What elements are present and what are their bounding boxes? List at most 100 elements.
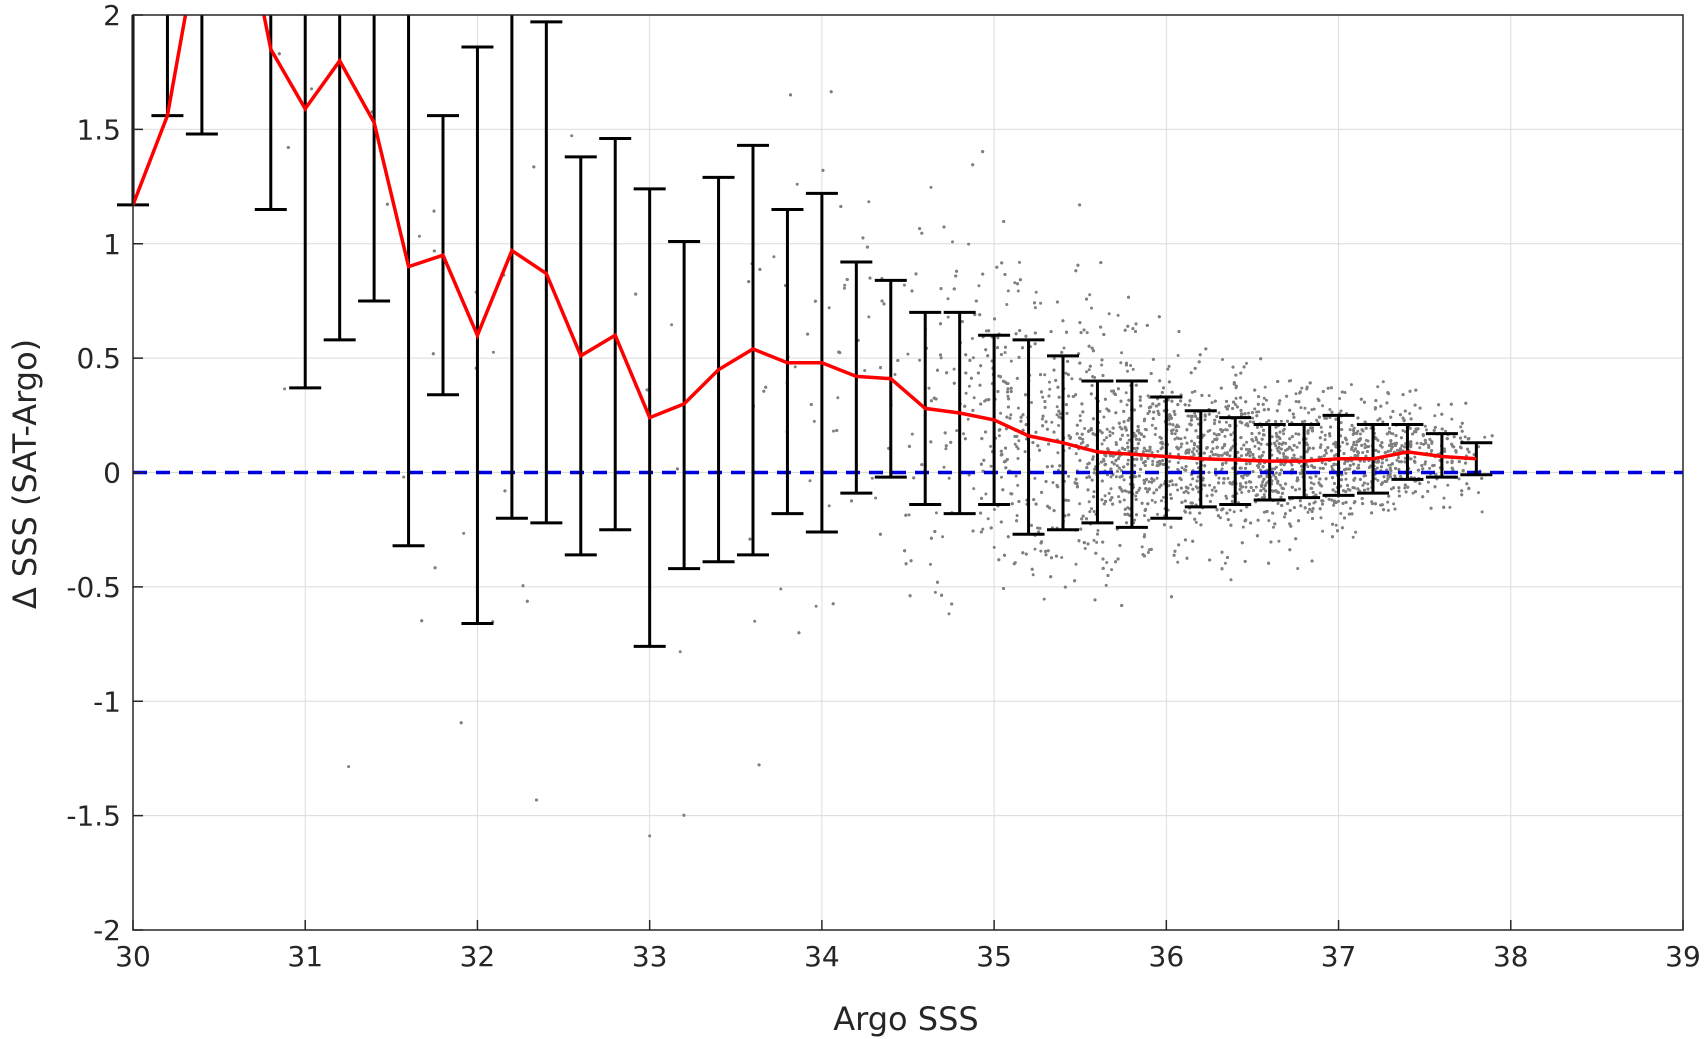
scatter-point bbox=[1392, 486, 1395, 490]
scatter-point bbox=[1004, 345, 1007, 349]
scatter-point bbox=[1117, 495, 1121, 499]
scatter-point bbox=[1413, 430, 1416, 434]
scatter-point bbox=[1171, 423, 1175, 427]
scatter-point bbox=[1040, 490, 1044, 494]
scatter-point bbox=[1017, 500, 1021, 503]
scatter-point bbox=[1403, 483, 1407, 487]
scatter-point bbox=[1068, 446, 1072, 450]
scatter-point bbox=[1168, 460, 1172, 463]
scatter-point bbox=[1016, 457, 1020, 460]
scatter-point bbox=[939, 356, 943, 360]
scatter-point bbox=[1328, 432, 1332, 436]
scatter-point bbox=[1224, 405, 1228, 409]
scatter-point bbox=[1377, 450, 1381, 454]
scatter-point bbox=[1399, 460, 1403, 464]
scatter-point bbox=[1184, 489, 1188, 493]
scatter-point bbox=[1317, 455, 1321, 459]
scatter-point bbox=[1184, 485, 1188, 489]
scatter-point bbox=[1109, 487, 1113, 491]
scatter-point bbox=[1421, 467, 1425, 471]
scatter-point bbox=[1024, 334, 1028, 338]
scatter-point bbox=[904, 562, 908, 566]
scatter-point bbox=[1240, 541, 1244, 545]
scatter-point bbox=[1039, 301, 1043, 305]
scatter-point bbox=[1355, 432, 1359, 436]
scatter-point bbox=[1110, 568, 1114, 572]
scatter-point bbox=[809, 403, 813, 406]
scatter-point bbox=[933, 590, 937, 594]
scatter-point bbox=[1232, 510, 1236, 514]
scatter-point bbox=[1262, 433, 1265, 437]
scatter-point bbox=[1361, 483, 1365, 487]
scatter-point bbox=[1210, 450, 1214, 454]
scatter-point bbox=[1251, 470, 1255, 474]
scatter-point bbox=[1225, 451, 1229, 455]
scatter-point bbox=[971, 408, 975, 412]
scatter-point bbox=[1339, 421, 1343, 425]
scatter-point bbox=[1363, 442, 1367, 446]
scatter-point bbox=[1158, 459, 1161, 463]
scatter-point bbox=[1085, 476, 1089, 480]
scatter-point bbox=[936, 368, 939, 372]
scatter-point bbox=[1155, 464, 1159, 468]
scatter-point bbox=[1290, 456, 1294, 460]
scatter-points bbox=[277, 52, 1494, 838]
scatter-point bbox=[1215, 437, 1219, 441]
scatter-point bbox=[1055, 413, 1059, 417]
scatter-point bbox=[1329, 425, 1333, 429]
scatter-point bbox=[1146, 551, 1150, 554]
scatter-point bbox=[995, 265, 999, 269]
scatter-point bbox=[1120, 351, 1124, 355]
scatter-point bbox=[1225, 496, 1229, 500]
scatter-point bbox=[903, 549, 907, 553]
scatter-point bbox=[842, 286, 846, 290]
scatter-point bbox=[1319, 425, 1323, 429]
scatter-point bbox=[1306, 465, 1310, 469]
scatter-point bbox=[1280, 504, 1284, 507]
scatter-point bbox=[835, 429, 839, 432]
scatter-point bbox=[1067, 474, 1071, 478]
scatter-point bbox=[1120, 474, 1124, 478]
scatter-point bbox=[1147, 518, 1151, 522]
scatter-point bbox=[1300, 386, 1304, 390]
scatter-point bbox=[1257, 455, 1261, 459]
scatter-point bbox=[1380, 461, 1384, 465]
scatter-point bbox=[747, 280, 751, 284]
scatter-point bbox=[1085, 331, 1089, 335]
scatter-point bbox=[1198, 353, 1202, 357]
scatter-point bbox=[1155, 476, 1159, 480]
scatter-point bbox=[1337, 499, 1341, 503]
scatter-point bbox=[839, 205, 843, 208]
scatter-point bbox=[1220, 550, 1224, 554]
scatter-point bbox=[772, 255, 776, 259]
scatter-point bbox=[1208, 455, 1212, 458]
scatter-point bbox=[1141, 450, 1145, 454]
scatter-point bbox=[1193, 366, 1197, 370]
scatter-point bbox=[1194, 429, 1198, 433]
scatter-point bbox=[1110, 389, 1113, 393]
scatter-point bbox=[1244, 481, 1248, 485]
scatter-point bbox=[1423, 438, 1427, 442]
scatter-point bbox=[1375, 466, 1379, 470]
scatter-point bbox=[1250, 411, 1254, 415]
scatter-point bbox=[1175, 436, 1179, 440]
scatter-point bbox=[1086, 444, 1090, 447]
scatter-point bbox=[1245, 440, 1249, 444]
scatter-point bbox=[1114, 560, 1118, 564]
scatter-point bbox=[1080, 517, 1084, 521]
scatter-point bbox=[1048, 387, 1052, 391]
scatter-point bbox=[1397, 494, 1401, 498]
scatter-point bbox=[1116, 457, 1120, 461]
scatter-point bbox=[970, 337, 974, 340]
scatter-point bbox=[1000, 475, 1003, 479]
scatter-point bbox=[1282, 452, 1286, 456]
scatter-point bbox=[946, 315, 950, 319]
scatter-point bbox=[1090, 384, 1094, 387]
scatter-point bbox=[1271, 511, 1275, 515]
scatter-point bbox=[1262, 408, 1266, 412]
scatter-point bbox=[1341, 440, 1345, 444]
scatter-point bbox=[1153, 433, 1157, 436]
scatter-point bbox=[1102, 502, 1106, 506]
scatter-point bbox=[1202, 433, 1206, 437]
scatter-point bbox=[1395, 458, 1399, 462]
